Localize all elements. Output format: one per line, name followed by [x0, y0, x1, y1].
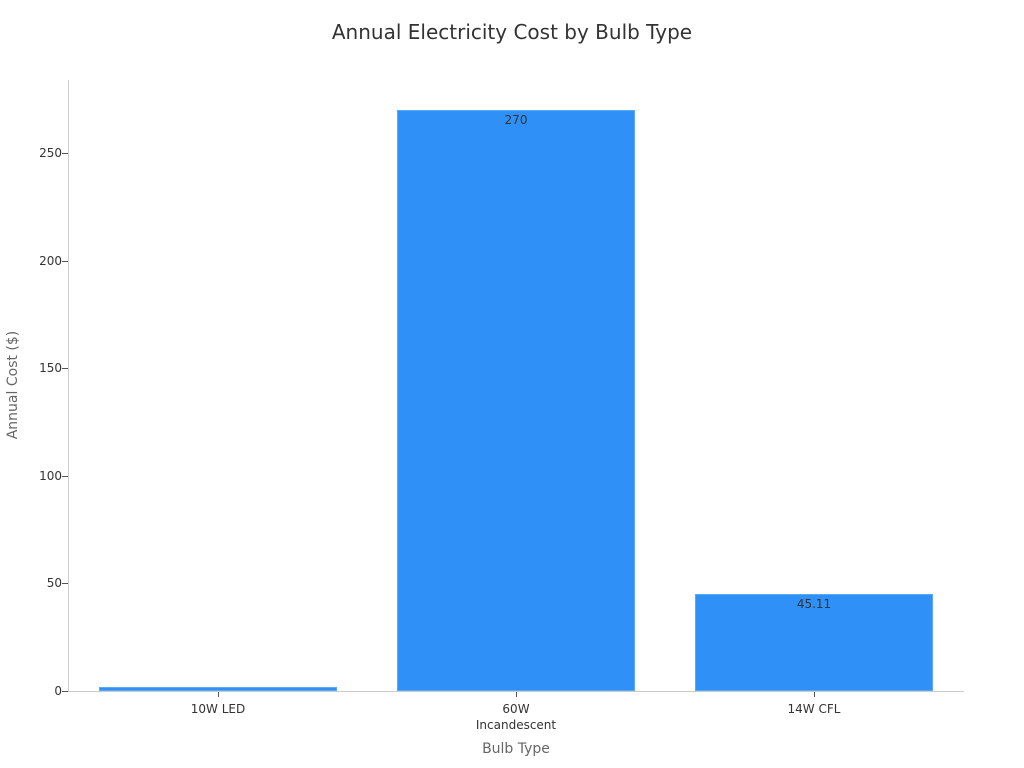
chart-title: Annual Electricity Cost by Bulb Type: [331, 20, 693, 44]
x-axis-label: Bulb Type: [482, 741, 550, 757]
x-tick-label: 14W CFL: [787, 702, 841, 716]
y-tick: [62, 691, 68, 692]
y-tick: [62, 260, 68, 262]
y-tick-label: 200: [39, 253, 62, 268]
bar[interactable]: [397, 109, 635, 691]
y-tick: [62, 368, 68, 370]
bar[interactable]: [99, 687, 337, 691]
y-tick-label: 50: [46, 576, 62, 591]
bar[interactable]: [695, 593, 933, 691]
y-tick: [62, 475, 68, 477]
x-tick: [814, 692, 815, 697]
bar-value-label: 45.11: [796, 596, 832, 611]
y-axis-line: [68, 80, 69, 692]
y-tick-label: 0: [54, 684, 62, 698]
y-axis-label: Annual Cost ($): [5, 330, 21, 440]
y-tick-label: 250: [39, 146, 62, 160]
y-tick: [62, 153, 68, 154]
y-tick: [62, 583, 68, 585]
y-tick-label: 150: [39, 361, 62, 376]
bar-value-label: 270: [504, 112, 528, 127]
x-tick: [218, 692, 219, 697]
x-tick-label: 60W Incandescent: [475, 702, 557, 732]
x-tick-label: 10W LED: [190, 702, 246, 716]
y-tick-label: 100: [39, 468, 62, 483]
x-tick: [516, 692, 517, 697]
x-axis-line: [68, 691, 964, 692]
